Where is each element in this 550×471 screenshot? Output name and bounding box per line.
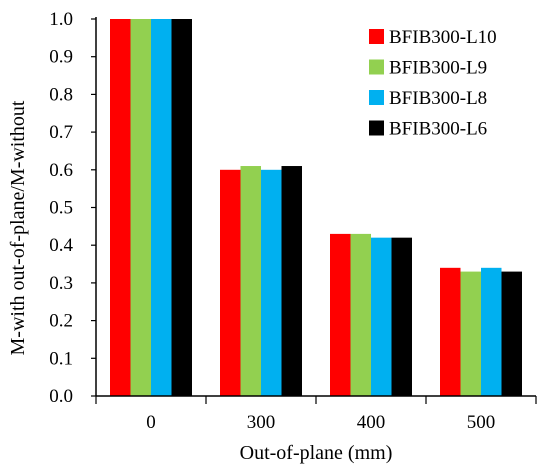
- x-tick-label: 300: [247, 412, 276, 433]
- y-tick-label: 0.0: [49, 386, 73, 407]
- legend-swatch: [369, 90, 384, 105]
- y-tick-label: 1.0: [49, 9, 73, 30]
- x-tick-label: 500: [467, 412, 496, 433]
- y-tick-label: 0.8: [49, 84, 73, 105]
- y-tick-label: 0.1: [49, 348, 73, 369]
- bars-group: [110, 19, 522, 396]
- y-tick-label: 0.7: [49, 122, 73, 143]
- y-tick-label: 0.4: [49, 235, 73, 256]
- y-tick-label: 0.3: [49, 273, 73, 294]
- bar-bfib300-l9-500: [460, 271, 481, 396]
- x-tick-label: 400: [357, 412, 386, 433]
- y-tick-label: 0.6: [49, 160, 73, 181]
- legend-swatch: [369, 59, 384, 75]
- y-ticks-group: 0.0 0.1 0.2 0.3 0.4 0.5 0.6 0.7 0.8 0.9 1.0: [49, 9, 96, 407]
- legend-label: BFIB300-L6: [389, 119, 487, 140]
- bar-bfib300-l9-0: [130, 19, 151, 396]
- legend-label: BFIB300-L8: [389, 88, 487, 109]
- x-axis-title: Out-of-plane (mm): [240, 442, 393, 464]
- y-tick-label: 0.5: [49, 198, 73, 219]
- bar-bfib300-l8-300: [261, 169, 282, 396]
- bar-bfib300-l9-400: [350, 233, 371, 396]
- bar-bfib300-l10-400: [330, 233, 351, 396]
- y-tick-label: 0.9: [49, 47, 73, 68]
- legend-label: BFIB300-L10: [389, 27, 497, 48]
- legend-swatch: [369, 120, 384, 136]
- bar-bfib300-l10-0: [110, 19, 131, 396]
- bar-bfib300-l8-0: [151, 19, 172, 396]
- bar-bfib300-l9-300: [240, 166, 261, 396]
- bar-bfib300-l6-0: [171, 19, 192, 396]
- legend: BFIB300-L10 BFIB300-L9 BFIB300-L8 BFIB300-L…: [369, 27, 497, 140]
- x-tick-label: 0: [146, 412, 156, 433]
- bar-bfib300-l10-500: [440, 267, 461, 396]
- bar-bfib300-l6-400: [391, 237, 412, 396]
- bar-bfib300-l8-400: [371, 237, 392, 396]
- bar-bfib300-l8-500: [481, 267, 502, 396]
- x-ticks-group: 0 300 400 500: [95, 396, 537, 433]
- legend-label: BFIB300-L9: [389, 58, 487, 79]
- y-axis-title: M-with out-of-plane/M-without: [7, 100, 29, 355]
- bar-bfib300-l6-300: [281, 166, 302, 396]
- legend-swatch: [369, 29, 384, 44]
- bar-bfib300-l6-500: [501, 271, 522, 396]
- y-tick-label: 0.2: [49, 311, 73, 332]
- bar-bfib300-l10-300: [220, 169, 241, 396]
